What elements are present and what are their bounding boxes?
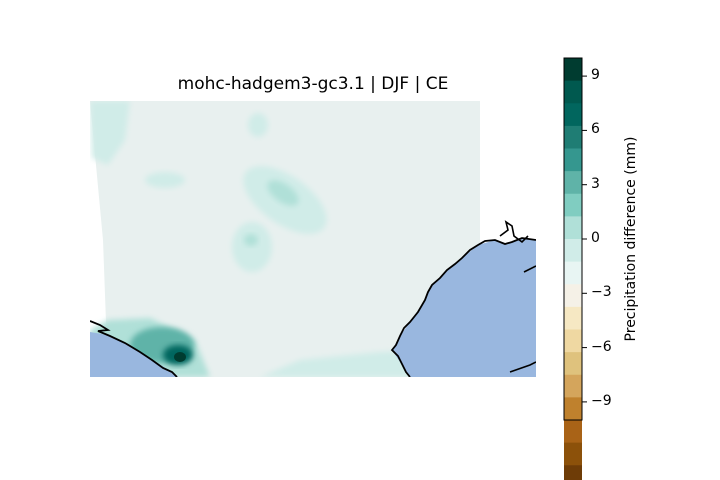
colorbar-swatch: [564, 374, 582, 398]
light-patch-top: [248, 113, 268, 137]
colorbar-swatch: [564, 397, 582, 421]
colorbar-swatch: [564, 442, 582, 466]
ocean-southwest: [90, 332, 178, 377]
colorbar-swatch: [564, 261, 582, 285]
ocean-east: [392, 238, 536, 377]
colorbar-swatch: [564, 58, 582, 82]
colorbar-swatch: [564, 465, 582, 480]
coastline-southwest: [90, 320, 178, 377]
anomaly-mid-outer: [232, 222, 272, 272]
light-patch-topleft: [90, 101, 130, 165]
coastline-east: [390, 237, 536, 377]
colorbar-tick-label: 9: [591, 67, 600, 84]
colorbar-tick-label: 3: [591, 175, 600, 192]
colorbar-swatch: [564, 80, 582, 104]
precip-field-domain: [90, 101, 480, 377]
colorbar-swatch: [564, 306, 582, 330]
colorbar-swatch: [564, 352, 582, 376]
colorbar-swatch: [564, 171, 582, 195]
colorbar-swatch: [564, 216, 582, 240]
colorbar-swatch: [564, 148, 582, 172]
anomaly-center-inner: [267, 180, 299, 206]
colorbar-swatch: [564, 420, 582, 444]
colorbar-swatch: [564, 193, 582, 217]
colorbar-tick-label: −9: [591, 392, 612, 409]
anomaly-southwest-peak: [174, 352, 186, 362]
colorbar-label: Precipitation difference (mm): [623, 136, 639, 342]
colorbar-swatch: [564, 125, 582, 149]
colorbar-swatch: [564, 239, 582, 263]
light-patch-mid-left: [145, 172, 185, 188]
colorbar-tick-marks: [582, 75, 587, 403]
map-panel: [90, 101, 536, 377]
colorbar-swatch: [564, 284, 582, 308]
coastline-east-detail: [499, 220, 536, 373]
colorbar: [564, 58, 582, 480]
map-title: mohc-hadgem3-gc3.1 | DJF | CE: [177, 74, 449, 94]
colorbar-tick-label: −6: [591, 338, 612, 355]
anomaly-mid-inner: [244, 234, 258, 246]
colorbar-swatch: [564, 103, 582, 127]
colorbar-swatch: [564, 329, 582, 353]
colorbar-tick-label: 6: [591, 121, 600, 138]
colorbar-tick-label: 0: [591, 230, 600, 246]
colorbar-tick-label: −3: [591, 284, 612, 301]
